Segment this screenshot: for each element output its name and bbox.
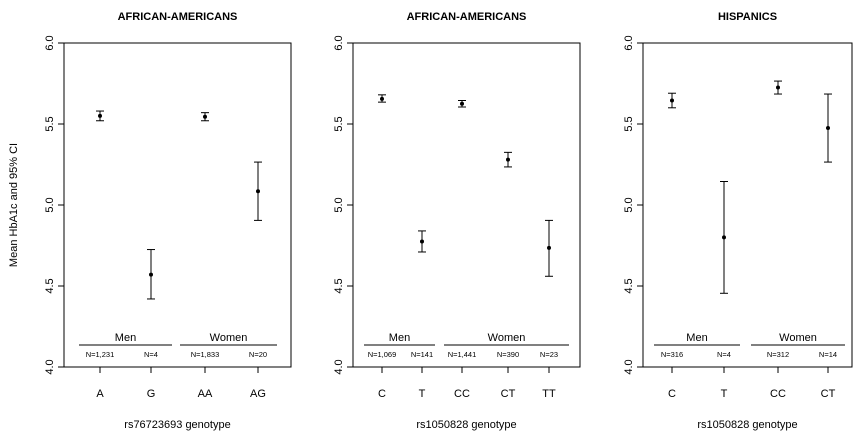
n-label: N=23 bbox=[540, 350, 558, 359]
x-tick-label: CT bbox=[501, 388, 516, 400]
x-tick-label: CC bbox=[770, 388, 786, 400]
plot-frame bbox=[642, 42, 853, 368]
n-label: N=1,833 bbox=[191, 350, 220, 359]
y-tick-label: 5.0 bbox=[333, 197, 345, 212]
y-tick-label: 4.0 bbox=[333, 359, 345, 374]
mean-point bbox=[506, 157, 510, 162]
n-label: N=141 bbox=[411, 350, 433, 359]
y-tick-label: 6.0 bbox=[44, 35, 56, 50]
n-label: N=14 bbox=[819, 350, 837, 359]
panel-title: HISPANICS bbox=[718, 11, 777, 23]
n-label: N=312 bbox=[767, 350, 789, 359]
mean-point bbox=[149, 272, 153, 277]
group-label: Women bbox=[779, 332, 817, 344]
n-label: N=316 bbox=[661, 350, 683, 359]
panel-title: AFRICAN-AMERICANS bbox=[407, 11, 527, 23]
group-label: Men bbox=[389, 332, 410, 344]
x-tick-label: T bbox=[721, 388, 728, 400]
group-label: Women bbox=[210, 332, 248, 344]
mean-point bbox=[460, 101, 464, 106]
mean-point bbox=[203, 114, 207, 119]
x-axis-label: rs1050828 genotype bbox=[697, 419, 797, 431]
n-label: N=4 bbox=[717, 350, 731, 359]
plot-frame bbox=[63, 42, 292, 368]
y-tick-label: 5.0 bbox=[44, 197, 56, 212]
y-tick-label: 5.0 bbox=[623, 197, 635, 212]
x-axis-label: rs76723693 genotype bbox=[124, 419, 230, 431]
n-label: N=1,441 bbox=[448, 350, 477, 359]
y-tick-label: 5.5 bbox=[333, 116, 345, 131]
mean-point bbox=[826, 126, 830, 131]
y-tick-label: 4.5 bbox=[623, 278, 635, 293]
y-tick-label: 4.5 bbox=[44, 278, 56, 293]
x-tick-label: CC bbox=[454, 388, 470, 400]
x-axis-label: rs1050828 genotype bbox=[416, 419, 516, 431]
plot-frame bbox=[352, 42, 581, 368]
x-tick-label: C bbox=[378, 388, 386, 400]
mean-point bbox=[670, 98, 674, 103]
mean-point bbox=[420, 239, 424, 244]
panel-title: AFRICAN-AMERICANS bbox=[118, 11, 238, 23]
y-tick-label: 6.0 bbox=[623, 35, 635, 50]
x-tick-label: CT bbox=[821, 388, 836, 400]
y-tick-label: 4.0 bbox=[44, 359, 56, 374]
n-label: N=20 bbox=[249, 350, 267, 359]
group-label: Women bbox=[488, 332, 526, 344]
y-tick-label: 6.0 bbox=[333, 35, 345, 50]
y-tick-label: 5.5 bbox=[44, 116, 56, 131]
y-tick-label: 4.0 bbox=[623, 359, 635, 374]
mean-point bbox=[98, 113, 102, 118]
x-tick-label: C bbox=[668, 388, 676, 400]
x-tick-label: A bbox=[96, 388, 104, 400]
mean-point bbox=[722, 235, 726, 240]
mean-point bbox=[776, 85, 780, 90]
mean-point bbox=[380, 96, 384, 101]
y-tick-label: 4.5 bbox=[333, 278, 345, 293]
group-label: Men bbox=[686, 332, 707, 344]
group-label: Men bbox=[115, 332, 136, 344]
mean-point bbox=[547, 245, 551, 250]
x-tick-label: TT bbox=[542, 388, 556, 400]
y-tick-label: 5.5 bbox=[623, 116, 635, 131]
y-axis-label: Mean HbA1c and 95% CI bbox=[8, 143, 20, 267]
x-tick-label: AG bbox=[250, 388, 266, 400]
n-label: N=4 bbox=[144, 350, 158, 359]
x-tick-label: T bbox=[419, 388, 426, 400]
mean-point bbox=[256, 189, 260, 194]
n-label: N=1,231 bbox=[86, 350, 115, 359]
n-label: N=390 bbox=[497, 350, 519, 359]
n-label: N=1,069 bbox=[368, 350, 397, 359]
x-tick-label: AA bbox=[198, 388, 213, 400]
x-tick-label: G bbox=[147, 388, 156, 400]
